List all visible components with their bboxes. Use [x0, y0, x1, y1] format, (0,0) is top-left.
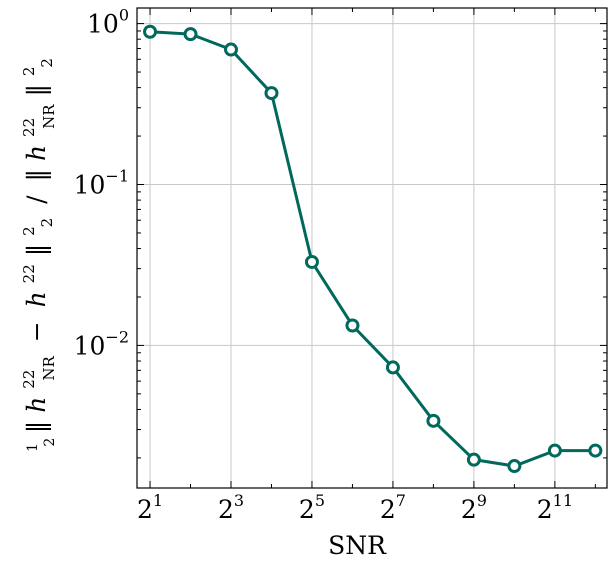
y-sup3: 22: [20, 118, 38, 137]
data-point-11: [588, 443, 603, 458]
series-layer: [143, 24, 603, 474]
data-point-4: [304, 254, 319, 269]
data-point-6: [385, 360, 400, 375]
y-sub1: NR: [40, 356, 58, 381]
y-axis-title: 1 2 ‖ h 22 NR − h 22 ‖ 2 2 / ‖ h 22 NR ‖…: [11, 58, 60, 452]
x-tick-label-2: 25: [299, 491, 325, 524]
data-point-7: [426, 413, 441, 428]
y-norm-sup1: 2: [20, 226, 38, 236]
y-norm-sup2: 2: [20, 67, 38, 77]
data-point-10: [547, 443, 562, 458]
y-h2: h: [22, 291, 51, 307]
x-tick-label-0: 21: [137, 491, 163, 524]
y-sub3: NR: [40, 104, 58, 129]
x-tick-label-3: 27: [380, 491, 406, 524]
y-h3: h: [22, 145, 51, 161]
y-tick-label-1: 10−1: [74, 167, 129, 200]
x-tick-label-5: 211: [537, 491, 573, 524]
data-point-0: [143, 24, 158, 39]
y-minus: −: [22, 321, 51, 342]
x-tick-label-1: 23: [218, 491, 244, 524]
grid: [137, 8, 607, 488]
y-frac-den: 2: [42, 438, 58, 447]
minor-ticks: [137, 8, 607, 488]
series-line-0: [149, 30, 596, 468]
x-tick-label-4: 29: [461, 491, 487, 524]
y-tick-labels: 100 10−1 10−2: [74, 6, 129, 361]
data-point-2: [224, 42, 238, 57]
data-point-5: [345, 318, 360, 333]
y-h1: h: [22, 397, 51, 413]
data-point-8: [466, 452, 481, 467]
y-frac: 1 2: [25, 433, 58, 452]
data-point-3: [264, 86, 279, 101]
data-point-1: [183, 27, 198, 42]
x-axis-title: SNR: [328, 531, 387, 560]
data-point-9: [507, 459, 522, 474]
y-norm-sub1: 2: [38, 218, 56, 228]
y-sup1: 22: [20, 370, 38, 389]
y-tick-label-0: 100: [87, 6, 129, 39]
x-tick-labels: 21 23 25 27 29 211: [137, 491, 573, 524]
y-frac-num: 1: [25, 443, 41, 452]
y-slash: /: [22, 195, 51, 204]
plot-frame: [136, 7, 608, 489]
y-norm-sub2: 2: [38, 58, 56, 68]
y-tick-label-2: 10−2: [74, 327, 129, 360]
y-sup2: 22: [20, 264, 38, 283]
